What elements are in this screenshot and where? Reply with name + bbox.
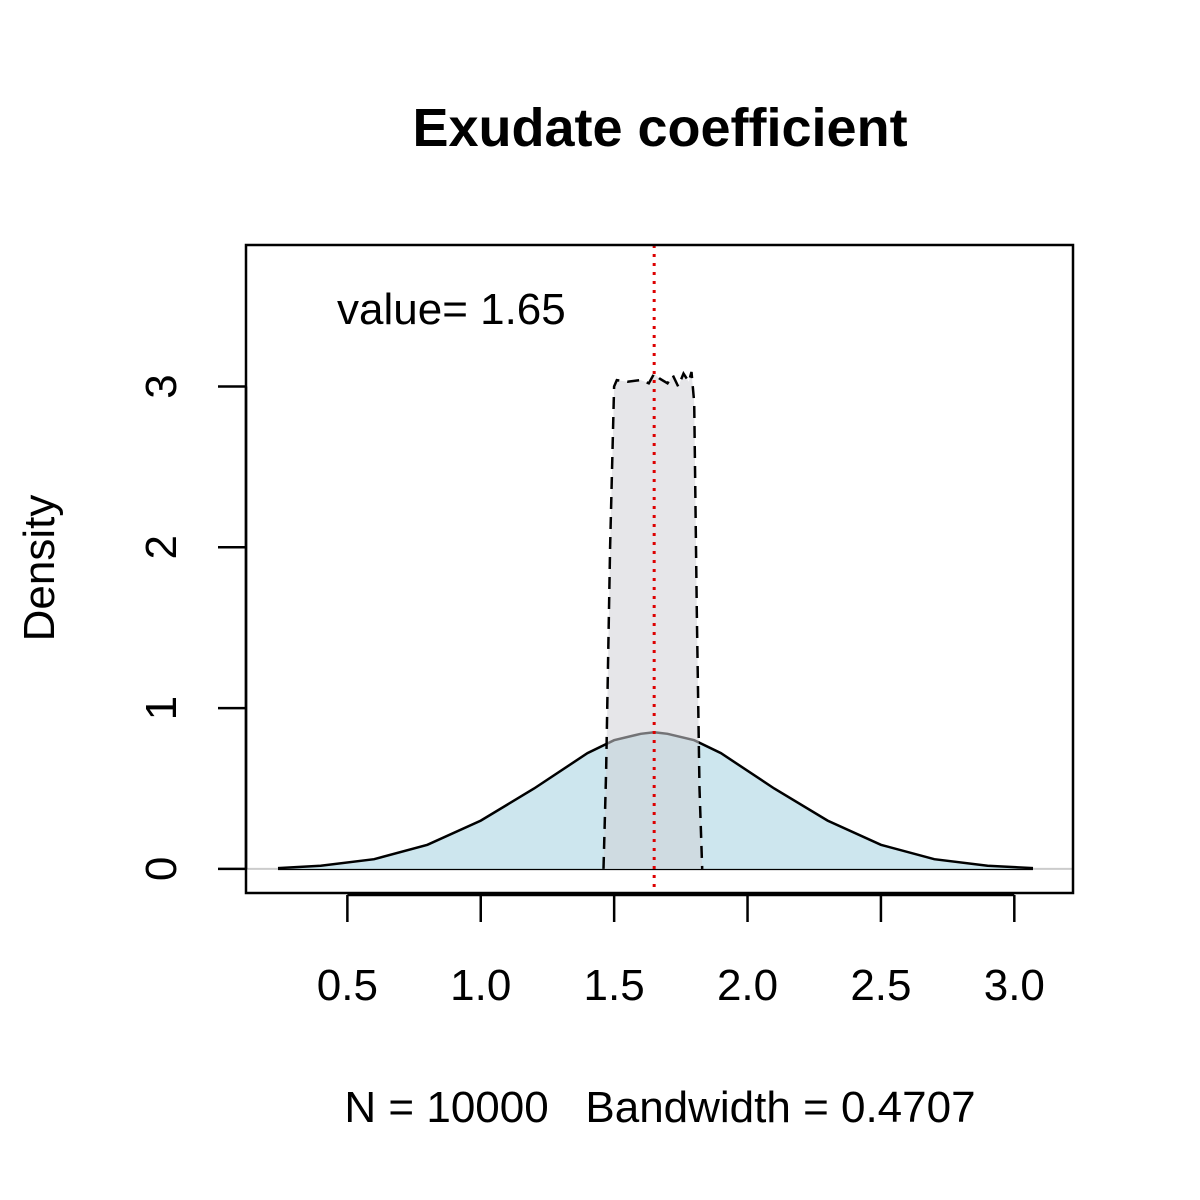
y-tick-label: 0 — [137, 857, 186, 881]
y-tick-label: 1 — [137, 696, 186, 720]
y-tick-label: 3 — [137, 374, 186, 398]
x-axis: 0.5 1.0 1.5 2.0 2.5 3.0 — [317, 893, 1045, 1010]
x-tick-label: 2.0 — [717, 961, 778, 1010]
series-1-line — [602, 370, 704, 869]
value-annotation: value= 1.65 — [337, 285, 566, 334]
y-axis: 0 1 2 3 — [137, 374, 248, 881]
x-tick-label: 0.5 — [317, 961, 378, 1010]
x-axis-label: N = 10000 Bandwidth = 0.4707 — [344, 1083, 975, 1132]
y-tick-label: 2 — [137, 535, 186, 559]
series-layer — [246, 370, 1073, 871]
y-axis-label: Density — [15, 495, 64, 642]
x-tick-label: 2.5 — [850, 961, 911, 1010]
x-tick-label: 3.0 — [984, 961, 1045, 1010]
x-tick-label: 1.5 — [584, 961, 645, 1010]
x-tick-label: 1.0 — [450, 961, 511, 1010]
chart-title: Exudate coefficient — [412, 98, 907, 158]
series-1-area — [603, 372, 703, 869]
